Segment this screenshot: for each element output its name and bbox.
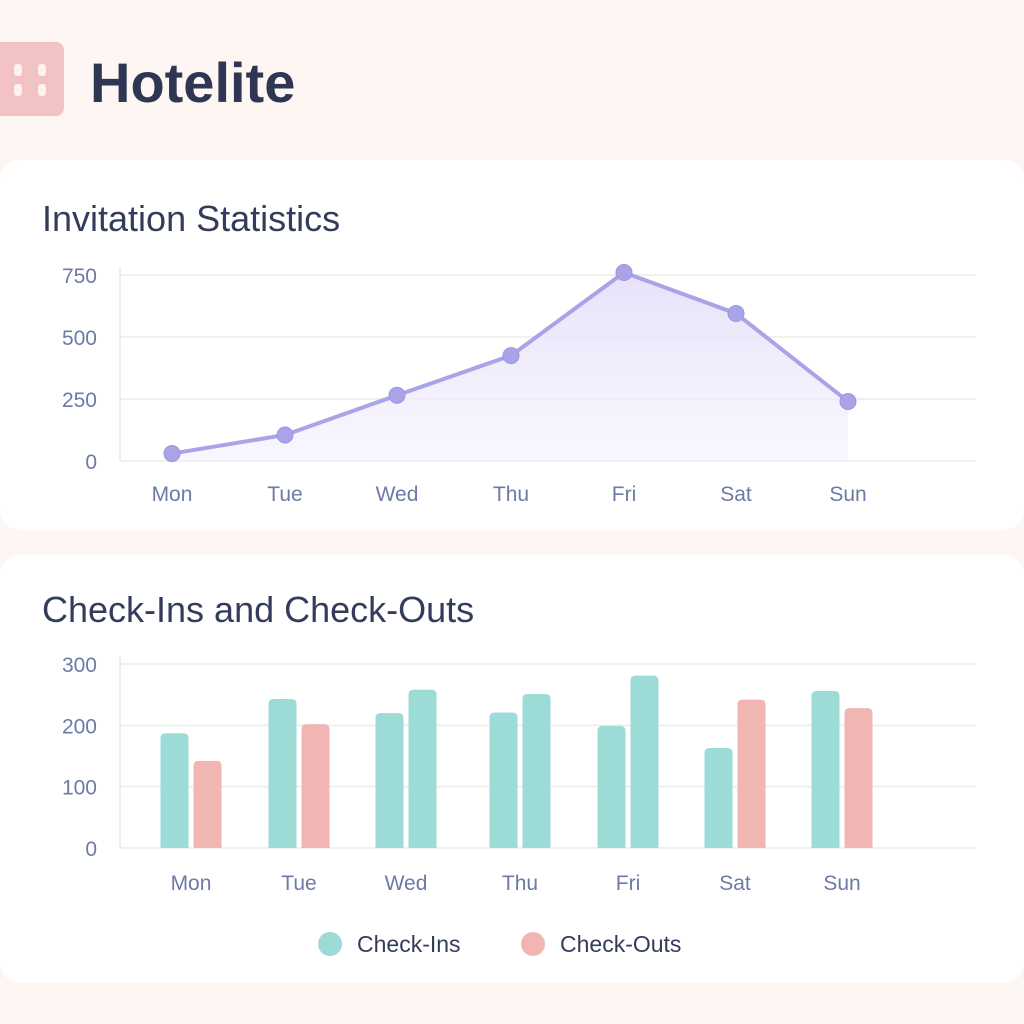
invitation-area [172, 272, 848, 461]
x-tick-label-sun: Sun [829, 483, 866, 506]
bar-check-ins-mon [160, 733, 189, 848]
x-tick-label-sat: Sat [720, 483, 752, 506]
app-title: Hotelite [90, 51, 296, 114]
x-tick-label-wed: Wed [376, 483, 419, 506]
data-point-sat [727, 304, 745, 322]
invitation-statistics-card: Invitation Statistics 0 250 500 750 Mon Tue We… [0, 160, 1024, 530]
legend-label-check-ins: Check-Ins [357, 931, 461, 957]
checkins-checkouts-title: Check-Ins and Check-Outs [42, 589, 475, 630]
y-tick-label-0: 0 [85, 451, 97, 474]
data-point-fri [615, 264, 633, 282]
data-point-wed [388, 386, 406, 404]
checkins-checkouts-chart: 0 100 200 300 Mon Tue Wed Thu Fri Sat Sun Check-Ins… [62, 654, 976, 957]
bar-check-outs-sat [737, 699, 766, 848]
legend-swatch-check-outs [521, 932, 545, 956]
checkins-checkouts-card: Check-Ins and Check-Outs 0 100 200 300 Mon Tu… [0, 555, 1024, 983]
bar-y-tick-label-100: 100 [62, 777, 97, 800]
bar-check-outs-mon [193, 760, 222, 848]
bar-check-outs-fri [630, 675, 659, 848]
bar-x-tick-label-thu: Thu [502, 872, 538, 895]
bar-y-tick-label-200: 200 [62, 715, 97, 738]
bar-x-tick-label-sat: Sat [719, 872, 751, 895]
bar-y-tick-label-300: 300 [62, 654, 97, 677]
data-point-sun [839, 392, 857, 410]
legend-swatch-check-ins [318, 932, 342, 956]
bar-x-tick-label-mon: Mon [171, 872, 212, 895]
app-header: Hotelite [0, 40, 1024, 120]
bar-check-ins-wed [375, 713, 404, 848]
data-point-thu [502, 347, 520, 365]
x-tick-label-fri: Fri [612, 483, 637, 506]
y-tick-label-750: 750 [62, 265, 97, 288]
bar-check-ins-fri [597, 725, 626, 848]
y-tick-label-250: 250 [62, 389, 97, 412]
x-tick-label-tue: Tue [267, 483, 302, 506]
bar-check-outs-sun [844, 708, 873, 848]
bar-x-tick-label-sun: Sun [823, 872, 860, 895]
data-point-mon [163, 445, 181, 463]
bar-x-tick-label-wed: Wed [385, 872, 428, 895]
bar-check-ins-tue [268, 698, 297, 848]
x-tick-label-mon: Mon [152, 483, 193, 506]
x-tick-label-thu: Thu [493, 483, 529, 506]
grid-icon[interactable] [0, 42, 64, 116]
invitation-statistics-chart: 0 250 500 750 Mon Tue Wed Thu Fri Sat Sun [62, 264, 976, 506]
bar-check-outs-wed [408, 689, 437, 848]
legend-label-check-outs: Check-Outs [560, 931, 681, 957]
bar-check-ins-thu [489, 712, 518, 848]
bar-check-outs-tue [301, 724, 330, 848]
invitation-statistics-title: Invitation Statistics [42, 198, 341, 239]
bar-x-tick-label-tue: Tue [281, 872, 316, 895]
bar-check-ins-sun [811, 690, 840, 848]
bar-x-tick-label-fri: Fri [616, 872, 641, 895]
bar-check-outs-thu [522, 694, 551, 848]
bar-y-tick-label-0: 0 [85, 838, 97, 861]
bar-check-ins-sat [704, 748, 733, 848]
data-point-tue [276, 426, 294, 444]
y-tick-label-500: 500 [62, 327, 97, 350]
